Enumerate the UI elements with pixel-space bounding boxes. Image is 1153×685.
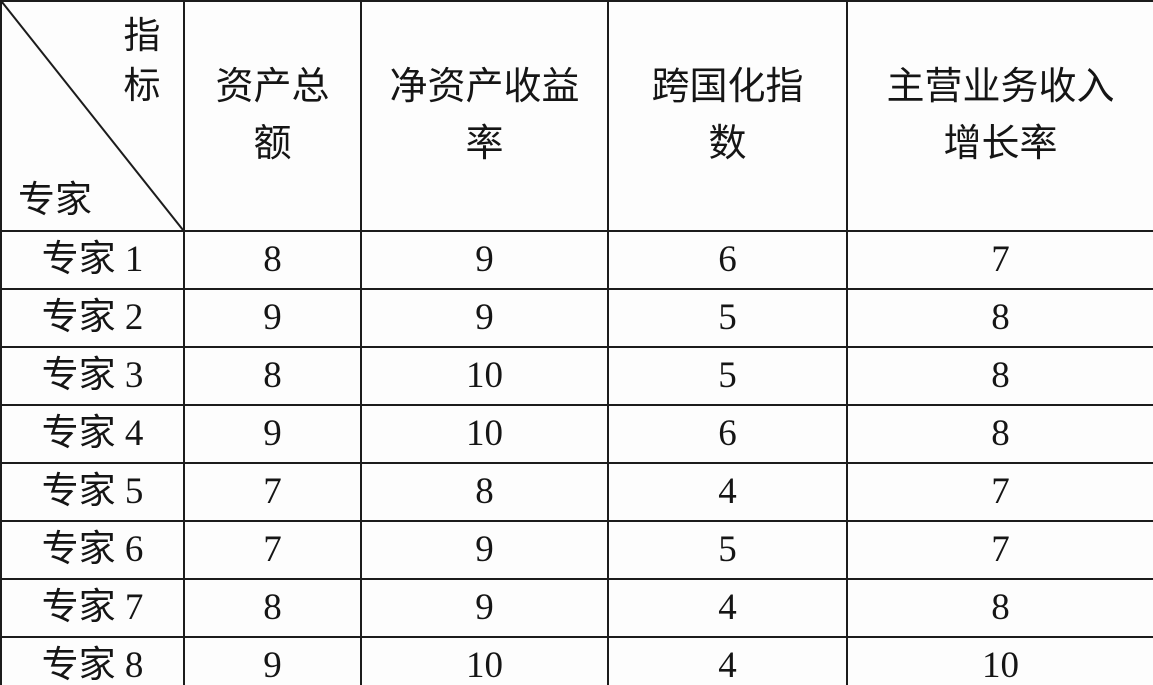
column-header-transnationality-index: 跨国化指 数 [607,0,848,232]
table-row-expert-6: 专家 6 7 9 5 7 [0,520,1153,580]
table-cell: 10 [360,636,609,685]
table-cell: 7 [846,520,1153,580]
table-cell: 8 [360,462,609,522]
row-label: 专家 4 [0,404,185,464]
table-cell: 7 [846,230,1153,290]
row-label: 专家 5 [0,462,185,522]
table-cell: 9 [183,404,362,464]
table-cell: 8 [183,346,362,406]
table-cell: 4 [607,578,848,638]
table-cell: 9 [360,288,609,348]
table-row-expert-4: 专家 4 9 10 6 8 [0,404,1153,464]
column-header-revenue-growth: 主营业务收入 增长率 [846,0,1153,232]
table-row-expert-8: 专家 8 9 10 4 10 [0,636,1153,685]
table-row-expert-5: 专家 5 7 8 4 7 [0,462,1153,522]
table-cell: 8 [183,578,362,638]
corner-label-expert: 专家 [18,180,92,222]
table-cell: 9 [360,230,609,290]
table-cell: 8 [183,230,362,290]
table-cell: 10 [846,636,1153,685]
table-cell: 6 [607,230,848,290]
table-row-expert-1: 专家 1 8 9 6 7 [0,230,1153,290]
table-cell: 10 [360,346,609,406]
row-label: 专家 7 [0,578,185,638]
table-cell: 9 [360,520,609,580]
column-header-roe: 净资产收益 率 [360,0,609,232]
table-cell: 8 [846,404,1153,464]
table-cell: 4 [607,462,848,522]
table-cell: 10 [360,404,609,464]
row-label: 专家 8 [0,636,185,685]
row-label: 专家 3 [0,346,185,406]
table-cell: 9 [183,288,362,348]
row-label: 专家 6 [0,520,185,580]
table-cell: 8 [846,346,1153,406]
row-label: 专家 2 [0,288,185,348]
table-cell: 5 [607,288,848,348]
table-row-expert-2: 专家 2 9 9 5 8 [0,288,1153,348]
table-row-expert-3: 专家 3 8 10 5 8 [0,346,1153,406]
table-cell: 5 [607,520,848,580]
table-cell: 5 [607,346,848,406]
table-cell: 9 [183,636,362,685]
corner-label-indicator: 指 标 [123,16,161,107]
table-cell: 7 [183,462,362,522]
table-cell: 9 [360,578,609,638]
row-label: 专家 1 [0,230,185,290]
table-cell: 6 [607,404,848,464]
diagonal-line [2,2,183,230]
table-row-expert-7: 专家 7 8 9 4 8 [0,578,1153,638]
corner-cell: 指 标 专家 [0,0,185,232]
table-cell: 7 [846,462,1153,522]
table-cell: 4 [607,636,848,685]
header-row: 指 标 专家 资产总 额 净资产收益 率 跨国化指 数 主营业务收入 增长率 [0,0,1153,232]
table-cell: 7 [183,520,362,580]
column-header-total-assets: 资产总 额 [183,0,362,232]
table-cell: 8 [846,578,1153,638]
table-cell: 8 [846,288,1153,348]
